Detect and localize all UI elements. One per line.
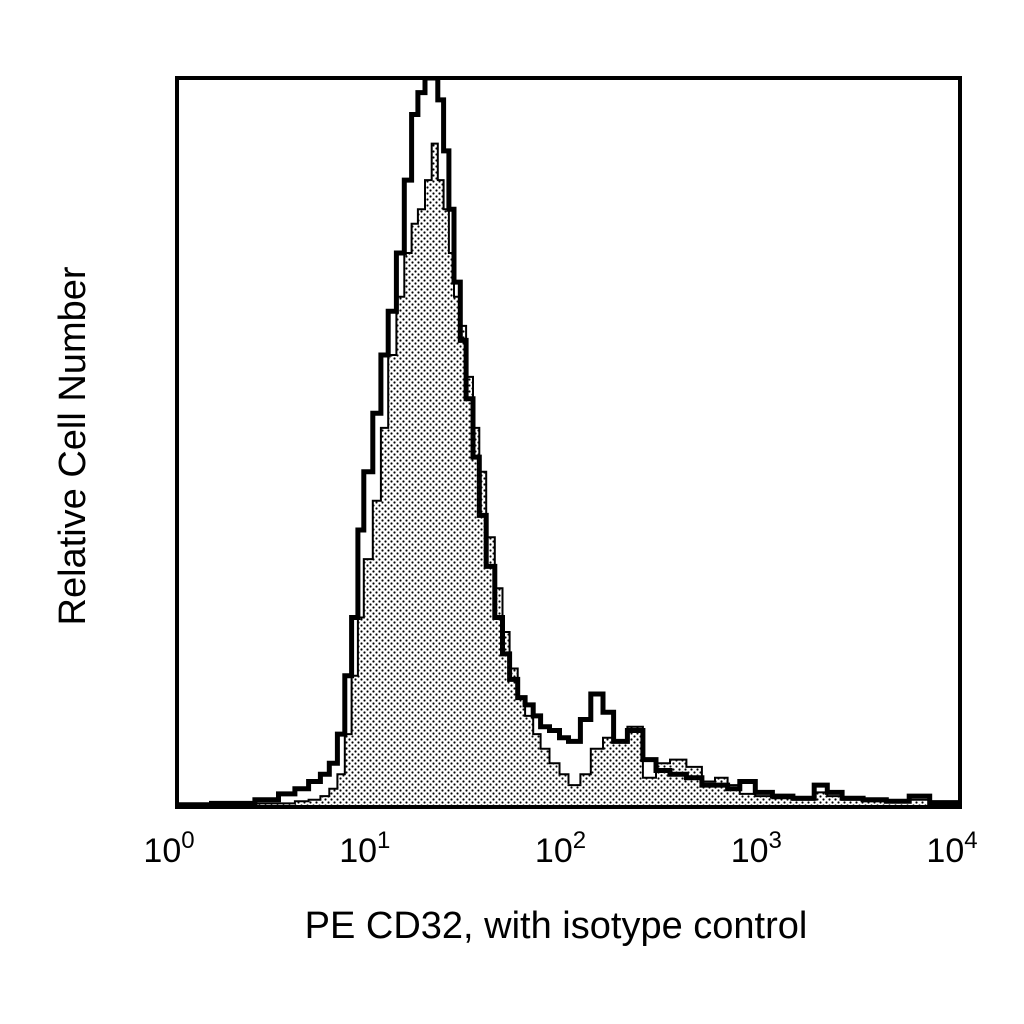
x-axis-title: PE CD32, with isotype control — [305, 905, 808, 947]
x-tick-label: 101 — [339, 827, 390, 870]
x-tick-label: 102 — [535, 827, 586, 870]
x-tick-labels: 100 101 102 103 104 — [143, 827, 977, 870]
x-tick-label: 104 — [926, 827, 977, 870]
pe-cd32-histogram — [177, 78, 960, 807]
x-tick-label: 100 — [143, 827, 194, 870]
y-axis-title: Relative Cell Number — [52, 266, 94, 625]
isotype-control-histogram — [177, 142, 960, 807]
series-layer — [177, 78, 960, 807]
plot-frame — [175, 76, 962, 809]
x-tick-label: 103 — [731, 827, 782, 870]
